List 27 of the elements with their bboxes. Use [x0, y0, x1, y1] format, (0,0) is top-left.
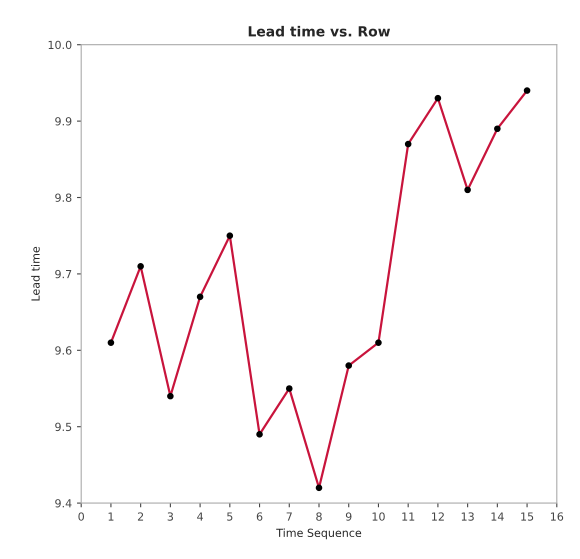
- x-tick-label: 8: [316, 512, 322, 521]
- x-tick-label: 3: [168, 512, 174, 521]
- y-tick-label: 10.0: [48, 40, 72, 50]
- y-axis-title: Lead time: [31, 246, 40, 300]
- chart-title: Lead time vs. Row: [248, 26, 390, 37]
- y-tick-label: 9.5: [55, 422, 72, 432]
- y-tick-label: 9.7: [55, 270, 72, 278]
- x-tick-label: 9: [346, 512, 352, 521]
- x-tick-label: 4: [197, 512, 204, 521]
- x-axis-title: Time Sequence: [276, 528, 362, 540]
- x-tick-label: 7: [286, 512, 292, 521]
- x-tick-label: 10: [372, 512, 385, 521]
- x-tick-label: 0: [78, 512, 84, 521]
- y-tick-label: 9.9: [55, 117, 72, 126]
- x-tick-label: 11: [402, 512, 414, 521]
- x-tick-label: 12: [432, 512, 444, 521]
- x-tick-label: 2: [138, 512, 144, 521]
- x-tick-label: 16: [550, 512, 564, 521]
- x-tick-label: 15: [521, 512, 534, 521]
- x-tick-label: 6: [256, 512, 262, 521]
- y-tick-label: 9.6: [55, 346, 72, 355]
- y-tick-label: 9.4: [55, 499, 72, 508]
- x-tick-label: 5: [227, 512, 232, 521]
- x-tick-label: 1: [108, 512, 114, 521]
- x-tick-label: 13: [462, 512, 474, 521]
- x-tick-label: 14: [492, 512, 504, 521]
- y-tick-label: 9.8: [55, 193, 72, 202]
